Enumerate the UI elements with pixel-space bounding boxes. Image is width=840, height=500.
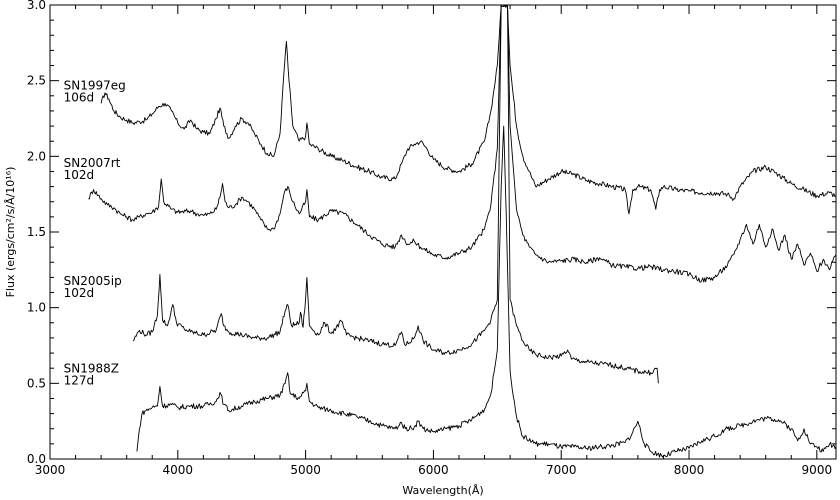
spectrum-line-sn2005ip <box>132 5 659 384</box>
series-layer <box>88 5 836 458</box>
series-name-label: SN2007rt <box>64 156 121 170</box>
x-tick-label: 4000 <box>163 463 194 477</box>
spectrum-line-sn1997eg <box>100 5 836 215</box>
y-tick-label: 3.0 <box>27 0 46 12</box>
y-tick-label: 1.5 <box>27 225 46 239</box>
axis-ticks: 3000 4000 5000 6000 7000 8000 9000 0.0 0.5 1.0 1.5… <box>27 0 836 477</box>
series-name-label: SN2005ip <box>64 274 122 288</box>
x-tick-label: 9000 <box>802 463 833 477</box>
x-tick-label: 5000 <box>290 463 321 477</box>
series-epoch-label: 127d <box>64 374 95 388</box>
plot-border <box>49 4 837 460</box>
series-epoch-label: 102d <box>64 286 95 300</box>
series-name-label: SN1997eg <box>64 79 126 93</box>
spectrum-line-sn2007rt <box>88 5 836 283</box>
y-tick-label: 1.0 <box>27 301 46 315</box>
y-tick-label: 2.5 <box>27 74 46 88</box>
y-tick-label: 2.0 <box>27 149 46 163</box>
x-tick-label: 3000 <box>35 463 66 477</box>
x-axis-title: Wavelength(Å) <box>402 484 483 497</box>
x-tick-label: 6000 <box>418 463 449 477</box>
plot-frame <box>49 4 837 460</box>
y-tick-label: 0.5 <box>27 376 46 390</box>
spectrum-line-sn1988z <box>136 125 836 458</box>
series-epoch-label: 102d <box>64 168 95 182</box>
y-axis-title: Flux (ergs/cm²/s/Å/10¹⁶) <box>4 167 17 298</box>
series-epoch-label: 106d <box>64 91 95 105</box>
x-tick-label: 8000 <box>674 463 705 477</box>
x-tick-label: 7000 <box>546 463 577 477</box>
series-name-label: SN1988Z <box>64 362 119 376</box>
series-labels: SN1997eg106dSN2007rt102dSN2005ip102dSN19… <box>64 79 126 388</box>
y-tick-label: 0.0 <box>27 452 46 466</box>
